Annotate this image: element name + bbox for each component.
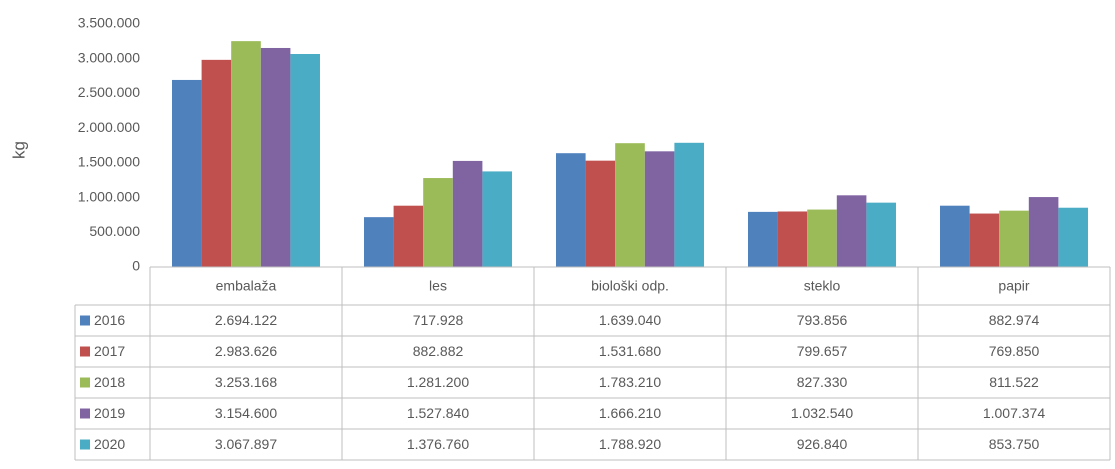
bar [940,205,970,267]
bar [482,171,512,267]
table-cell: 1.032.540 [791,405,853,421]
y-tick-label: 0 [132,258,140,274]
bar [290,54,320,268]
bar [231,41,261,267]
bar [615,143,645,267]
table-cell: 1.788.920 [599,436,661,452]
legend-key [80,377,90,388]
table-cell: 1.666.210 [599,405,661,421]
bar [201,59,232,268]
bar [585,160,616,267]
bar [393,205,424,267]
y-tick-label: 2.000.000 [78,119,140,135]
legend-label: 2019 [94,405,125,421]
table-cell: 3.253.168 [215,374,277,390]
bar [364,217,394,267]
table-cell: 882.974 [989,312,1040,328]
bar [423,178,453,267]
table-cell: 2.694.122 [215,312,277,328]
x-tick-label: papir [998,278,1029,294]
legend-key [80,315,90,326]
legend-label: 2020 [94,436,125,452]
bar [777,211,808,267]
bar [452,160,483,267]
x-tick-label: steklo [804,278,841,294]
table-cell: 769.850 [989,343,1040,359]
bar [1028,197,1059,267]
legend-key [80,346,90,357]
table-cell: 926.840 [797,436,848,452]
table-cell: 2.983.626 [215,343,277,359]
table-cell: 882.882 [413,343,464,359]
bar [748,211,778,267]
bar [172,79,202,267]
table-cell: 717.928 [413,312,464,328]
y-tick-label: 500.000 [89,223,140,239]
y-tick-label: 1.500.000 [78,154,140,170]
table-cell: 1.783.210 [599,374,661,390]
bar [556,153,586,267]
bar [260,47,291,268]
y-tick-label: 3.500.000 [78,15,140,31]
legend-key [80,439,90,450]
legend-label: 2018 [94,374,125,390]
x-tick-label: embalaža [216,278,277,294]
legend-label: 2017 [94,343,125,359]
table-cell: 3.154.600 [215,405,277,421]
table-cell: 799.657 [797,343,848,359]
table-cell: 1.281.200 [407,374,469,390]
table-cell: 1.531.680 [599,343,661,359]
bar [1058,207,1088,267]
x-tick-label: biološki odp. [591,278,669,294]
table-cell: 1.007.374 [983,405,1045,421]
bar [836,195,867,267]
bar [969,213,1000,267]
y-tick-label: 2.500.000 [78,84,140,100]
y-axis-label: kg [9,141,28,159]
table-cell: 3.067.897 [215,436,277,452]
x-tick-label: les [429,278,447,294]
y-tick-label: 3.000.000 [78,49,140,65]
table-cell: 1.527.840 [407,405,469,421]
table-cell: 811.522 [989,374,1039,390]
bar [674,142,704,267]
table-cell: 1.376.760 [407,436,469,452]
legend-key [80,408,90,419]
table-cell: 827.330 [797,374,848,390]
table-cell: 793.856 [797,312,848,328]
bar [866,202,896,267]
y-tick-label: 1.000.000 [78,188,140,204]
bar [999,210,1029,267]
bar [644,151,675,267]
bar [807,209,837,267]
legend-label: 2016 [94,312,125,328]
table-cell: 1.639.040 [599,312,661,328]
table-cell: 853.750 [989,436,1040,452]
